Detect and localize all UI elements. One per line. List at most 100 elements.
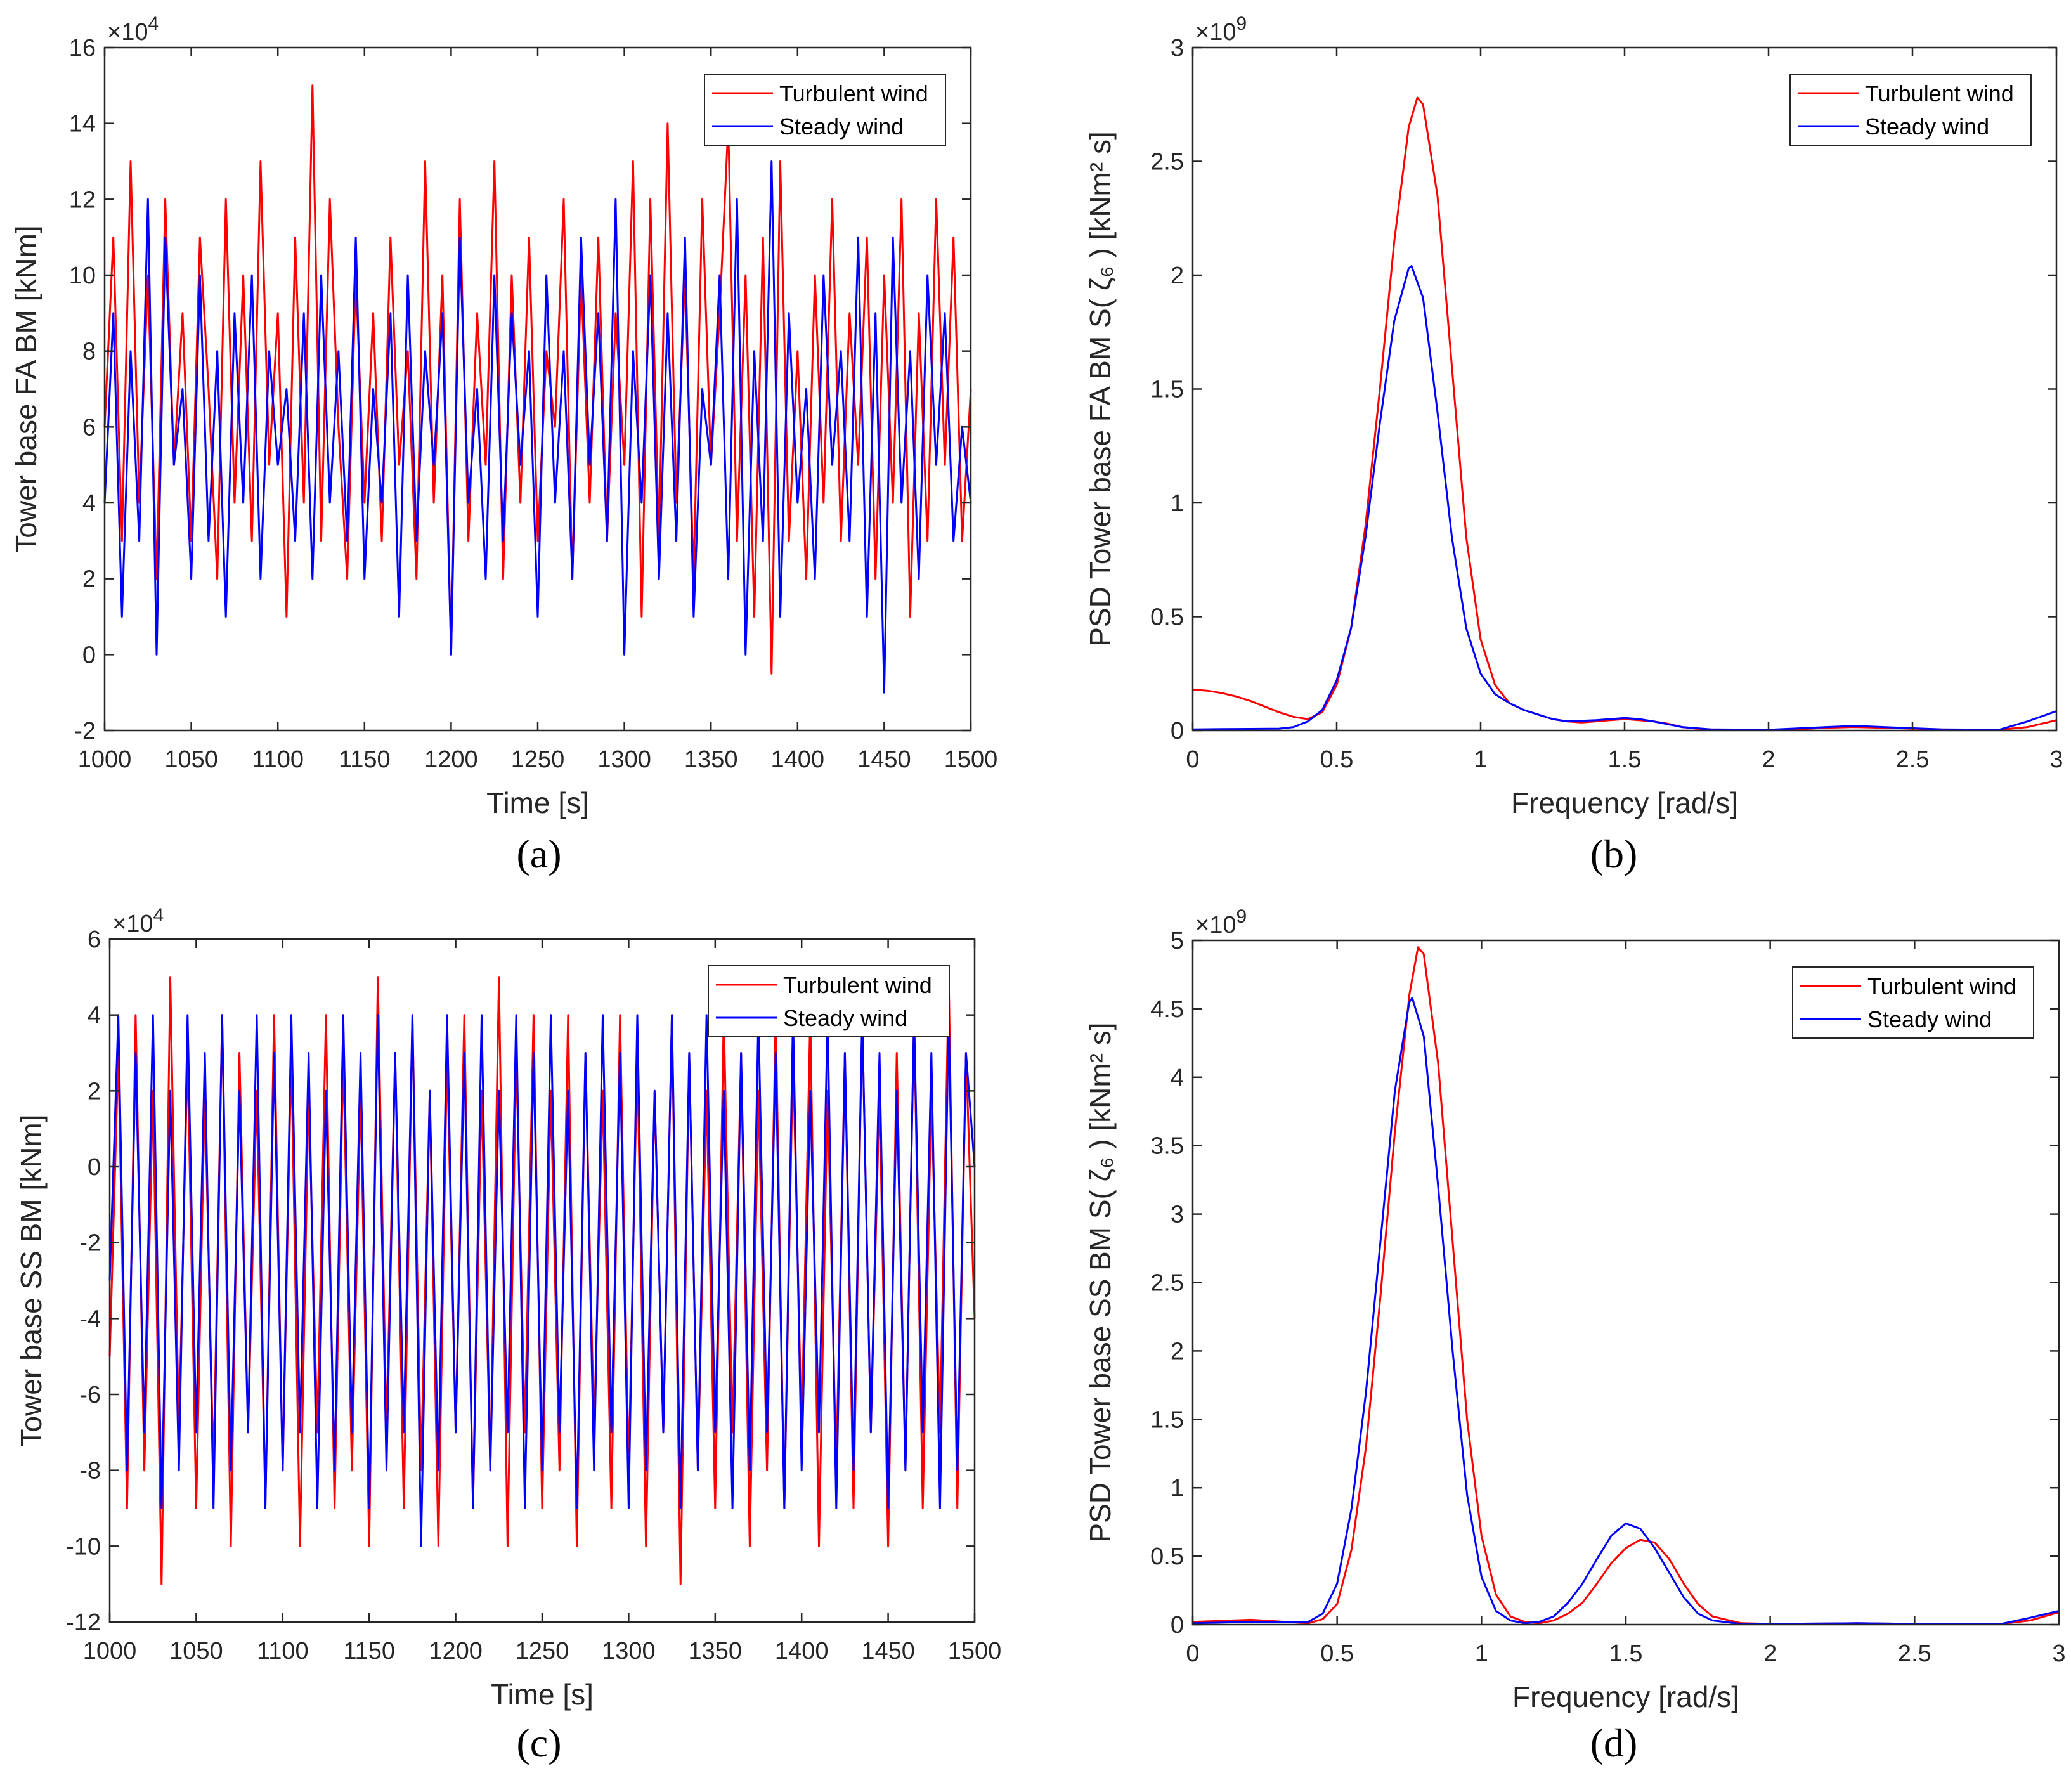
x-tick-label: 1000 (78, 746, 132, 773)
x-tick-label: 1450 (857, 746, 911, 773)
legend-box (1789, 74, 2032, 146)
x-tick-label: 0.5 (1320, 1640, 1354, 1667)
x-tick-label: 2.5 (1896, 746, 1930, 773)
exponent-base: ×10 (112, 911, 153, 937)
exponent-base: ×10 (1195, 19, 1236, 46)
legend-entry: Turbulent wind (1865, 81, 2014, 107)
y-tick-label: -10 (66, 1533, 101, 1560)
x-tick-label: 2 (1763, 1640, 1777, 1667)
exponent-power: 9 (1236, 13, 1247, 34)
series-line-steady (108, 1014, 976, 1547)
x-tick-label: 3 (2052, 1640, 2065, 1667)
legend-entry: Turbulent wind (783, 972, 932, 998)
x-tick-label: 1300 (597, 746, 651, 773)
y-tick-label: -2 (74, 718, 96, 744)
x-tick-label: 1400 (775, 1638, 829, 1665)
x-tick-label: 1.5 (1608, 746, 1642, 773)
y-tick-label: 6 (82, 414, 96, 441)
exponent-power: 4 (148, 13, 159, 34)
y-tick-label: -12 (66, 1609, 101, 1636)
y-exponent-label: ×104 (107, 13, 159, 46)
x-tick-label: 1250 (511, 746, 565, 773)
panel-caption: (a) (516, 831, 561, 876)
x-axis-label: Frequency [rad/s] (1512, 1680, 1739, 1713)
legend-box (704, 74, 946, 146)
legend: Turbulent wind Steady wind (708, 965, 950, 1037)
legend-entry: Steady wind (1865, 114, 1989, 140)
x-tick-label: 1200 (424, 746, 478, 773)
x-tick-label: 2.5 (1898, 1640, 1931, 1667)
x-tick-label: 1350 (684, 746, 738, 773)
y-exponent-label: ×109 (1195, 906, 1247, 938)
plot-area (1193, 48, 2056, 730)
x-tick-label: 1150 (339, 746, 391, 773)
x-tick-label: 0 (1186, 746, 1199, 773)
y-tick-label: 4 (88, 1003, 101, 1029)
series-line-steady (1192, 265, 2057, 731)
y-tick-label: 1 (1171, 1475, 1184, 1502)
exponent-power: 4 (153, 905, 164, 926)
y-tick-label: 2 (1171, 1338, 1184, 1365)
x-tick-label: 1100 (257, 1638, 309, 1665)
x-tick-label: 1300 (602, 1638, 656, 1665)
x-tick-label: 0.5 (1320, 746, 1354, 773)
panel-caption: (c) (516, 1720, 561, 1765)
legend: Turbulent wind Steady wind (1792, 966, 2034, 1039)
x-tick-label: 1000 (83, 1638, 137, 1665)
y-tick-label: 0 (1171, 718, 1184, 744)
y-tick-label: 2 (1171, 263, 1184, 289)
x-tick-label: 1 (1475, 1640, 1488, 1667)
y-tick-label: 3 (1171, 35, 1184, 62)
x-tick-label: 1400 (771, 746, 825, 773)
x-tick-label: 1050 (164, 746, 218, 773)
y-tick-label: 8 (82, 339, 96, 365)
chart-panel-b: 0 0.5 1 1.5 2 2.5 3 0 0.5 1 1.5 2 2.5 3 ×109 Frequency … (1084, 13, 2063, 876)
y-tick-label: 3.5 (1150, 1133, 1184, 1160)
y-tick-label: 1 (1171, 490, 1184, 517)
panel-caption: (d) (1590, 1720, 1638, 1765)
x-tick-label: 1.5 (1609, 1640, 1643, 1667)
legend: Turbulent wind Steady wind (704, 74, 946, 146)
series-line-steady (103, 160, 972, 694)
series-line-steady (1192, 997, 2060, 1625)
y-tick-label: 0 (88, 1154, 101, 1181)
y-tick-label: 2 (88, 1078, 101, 1105)
legend-box (708, 965, 950, 1037)
y-tick-label: -6 (79, 1382, 101, 1408)
y-tick-label: 1.5 (1150, 1406, 1184, 1433)
y-tick-label: 16 (69, 35, 96, 62)
chart-panel-a: 1000 1050 1100 1150 1200 1250 1300 1350 1400 1450… (10, 13, 997, 876)
legend-entry: Turbulent wind (1867, 973, 2016, 999)
x-axis-label: Frequency [rad/s] (1511, 786, 1738, 819)
x-tick-label: 1050 (169, 1638, 223, 1665)
legend-entry: Steady wind (783, 1005, 907, 1031)
y-tick-label: 2.5 (1150, 1270, 1184, 1297)
x-tick-label: 2 (1762, 746, 1775, 773)
y-tick-label: 4 (1171, 1065, 1184, 1091)
y-exponent-label: ×109 (1195, 13, 1247, 46)
y-tick-label: 3 (1171, 1202, 1184, 1228)
plot-area (110, 939, 975, 1622)
y-tick-label: 6 (88, 926, 101, 953)
legend-entry: Steady wind (1867, 1006, 1992, 1032)
series-line-turbulent (1192, 946, 2060, 1625)
y-tick-label: 0 (82, 642, 96, 668)
x-tick-label: 1350 (689, 1638, 743, 1665)
legend-entry: Turbulent wind (779, 81, 928, 107)
y-axis-label: PSD Tower base SS BM S( ζ₆ ) [kNm² s] (1084, 1022, 1117, 1542)
x-axis-label: Time [s] (491, 1678, 594, 1711)
legend-entry: Steady wind (779, 114, 904, 140)
y-tick-label: 10 (69, 263, 96, 289)
x-tick-label: 0 (1186, 1640, 1199, 1667)
y-tick-label: 4 (82, 490, 96, 517)
x-tick-label: 1150 (343, 1638, 395, 1665)
y-tick-label: 2.5 (1150, 149, 1184, 176)
x-axis-label: Time [s] (486, 786, 589, 819)
legend-box (1792, 966, 2034, 1039)
y-axis-label: Tower base FA BM [kNm] (10, 225, 42, 552)
plot-area (105, 48, 971, 730)
y-tick-label: 4.5 (1150, 996, 1184, 1023)
y-tick-label: 14 (69, 111, 96, 138)
chart-panel-d: 0 0.5 1 1.5 2 2.5 3 0 0.5 1 1.5 2 2.5 3 3.5 4 4.5 5 ×109 Fr… (1084, 906, 2066, 1765)
